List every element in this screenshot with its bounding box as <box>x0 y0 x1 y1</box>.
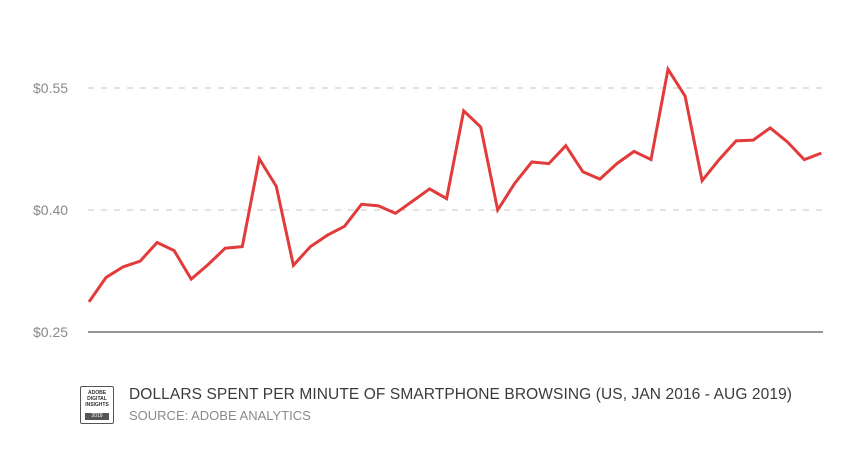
badge-line-3: INSIGHTS <box>85 402 109 408</box>
gridlines <box>88 87 823 211</box>
chart-caption: DOLLARS SPENT PER MINUTE OF SMARTPHONE B… <box>129 386 793 403</box>
badge-line-2: DIGITAL <box>87 396 107 402</box>
y-axis-ticks: $0.55 $0.40 $0.25 <box>33 80 68 340</box>
series-lines <box>87 65 822 303</box>
chart-footer: ADOBE DIGITAL INSIGHTS 2019 DOLLARS SPEN… <box>80 386 840 428</box>
y-tick-label: $0.40 <box>33 202 68 218</box>
y-tick-label: $0.55 <box>33 80 68 96</box>
badge-year: 2019 <box>85 413 109 420</box>
adobe-digital-insights-logo: ADOBE DIGITAL INSIGHTS 2019 <box>80 386 114 424</box>
chart-source: SOURCE: ADOBE ANALYTICS <box>129 408 311 423</box>
y-tick-label: $0.25 <box>33 324 68 340</box>
line-chart: $0.55$0.40$0.25 JAN 2016JAN 2017JAN 2018… <box>33 65 823 340</box>
badge-line-1: ADOBE <box>87 390 107 396</box>
series-line <box>87 65 822 303</box>
